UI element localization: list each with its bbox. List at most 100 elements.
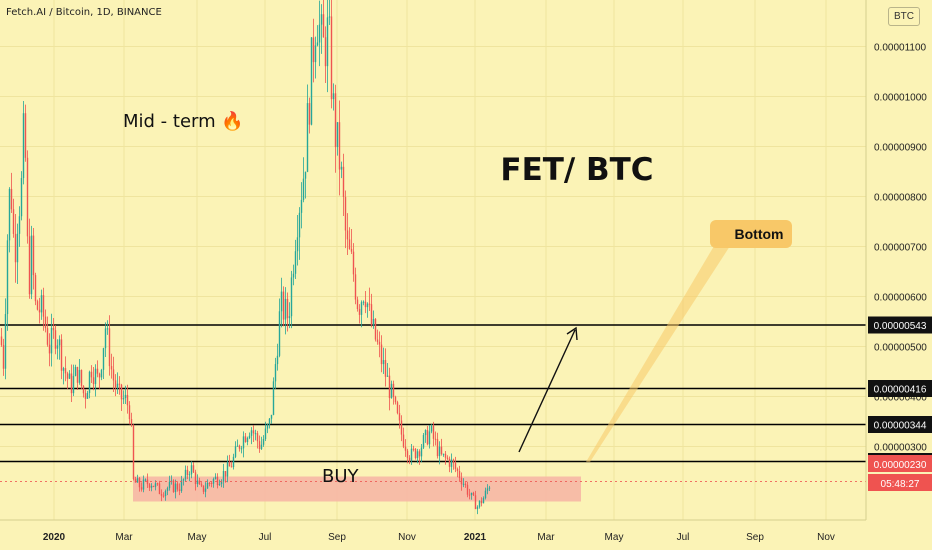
level-tag (868, 316, 932, 334)
candle-body (174, 483, 177, 492)
candle-body (176, 483, 179, 490)
candle-body (22, 113, 25, 179)
x-tick-label: Mar (115, 532, 133, 543)
candle-body (140, 487, 143, 490)
candle-body (4, 314, 7, 369)
candle-body (84, 393, 87, 399)
candle-body (256, 433, 259, 442)
candle-body (120, 384, 123, 400)
candle-body (138, 478, 141, 488)
candle-body (376, 339, 379, 342)
x-tick-label: Mar (537, 532, 555, 543)
candle-body (162, 495, 165, 497)
candle-body (166, 488, 169, 491)
candle-body (470, 492, 473, 495)
level-tag-text: 0.00000344 (874, 421, 927, 432)
x-tick-label: Sep (328, 532, 346, 543)
candle-body (352, 251, 355, 275)
candle-body (146, 479, 149, 485)
candle-body (324, 37, 327, 67)
candle-body (488, 487, 491, 489)
candle-body (180, 480, 183, 491)
candle-body (44, 316, 47, 329)
candle-body (456, 468, 459, 472)
candle-body (156, 483, 159, 485)
candle-body (250, 430, 253, 436)
candle-body (34, 275, 37, 302)
candle-body (78, 369, 81, 383)
buy-label: BUY (322, 466, 360, 487)
candle-body (364, 301, 367, 308)
candle-body (294, 251, 297, 274)
candle-body (428, 431, 431, 445)
candle-body (458, 471, 461, 479)
x-tick-label: May (605, 532, 624, 543)
candle-body (92, 377, 95, 385)
candle-body (462, 483, 465, 485)
y-tick-label: 0.00000600 (874, 293, 927, 304)
candle-body (378, 341, 381, 345)
symbol-header[interactable]: Fetch.AI / Bitcoin, 1D, BINANCE (6, 7, 162, 18)
level-tag (868, 416, 932, 433)
candle-body (272, 381, 275, 415)
y-tick-label: 0.00000500 (874, 343, 927, 354)
candle-body (154, 483, 157, 487)
candle-body (50, 327, 53, 354)
candle-body (440, 446, 443, 455)
candle-body (262, 439, 265, 445)
y-tick-label: 0.00000400 (874, 393, 927, 404)
candle-body (230, 466, 233, 468)
candle-body (6, 240, 9, 315)
candle-body (368, 303, 371, 305)
candle-body (8, 188, 11, 241)
candle-body (366, 303, 369, 308)
candle-body (110, 366, 113, 370)
candle-body (198, 480, 201, 485)
candle-body (310, 37, 313, 125)
projection-arrow (518, 326, 578, 453)
candle-body (26, 157, 29, 237)
candle-body (254, 433, 257, 435)
candle-body (374, 318, 377, 340)
candle-body (270, 414, 273, 419)
candle-body (386, 375, 389, 377)
candle-body (304, 171, 307, 179)
candle-body (278, 311, 281, 356)
candle-body (236, 445, 239, 447)
candle-body (356, 299, 359, 309)
candle-body (134, 479, 137, 483)
candle-body (94, 368, 97, 385)
callout-box (710, 220, 792, 248)
candle-body (42, 295, 45, 317)
candle-body (282, 291, 285, 320)
candle-body (414, 448, 417, 459)
candle-body (126, 394, 129, 406)
candle-body (446, 457, 449, 459)
candle-body (344, 196, 347, 231)
candle-body (358, 308, 361, 315)
candle-body (354, 274, 357, 300)
candle-body (32, 235, 35, 276)
candle-body (136, 478, 139, 483)
candle-body (38, 309, 41, 313)
candle-body (184, 469, 187, 480)
candle-body (402, 434, 405, 447)
candle-body (132, 425, 135, 480)
candle-body (124, 394, 127, 399)
y-axis: 0.00001100 0.00001000 0.00000900 0.00000800… (874, 43, 927, 454)
candle-body (220, 481, 223, 485)
candle-body (142, 479, 145, 490)
candle-body (158, 483, 161, 495)
candle-body (18, 216, 21, 234)
candle-body (144, 479, 147, 481)
candle-body (130, 419, 133, 426)
candle-body (392, 383, 395, 397)
y-tick-label: 0.00000800 (874, 193, 927, 204)
candle-body (82, 385, 85, 394)
candle-body (96, 368, 99, 374)
candle-body (62, 368, 65, 371)
currency-badge[interactable]: BTC (888, 7, 920, 26)
candle-body (306, 103, 309, 172)
candle-body (296, 237, 299, 252)
